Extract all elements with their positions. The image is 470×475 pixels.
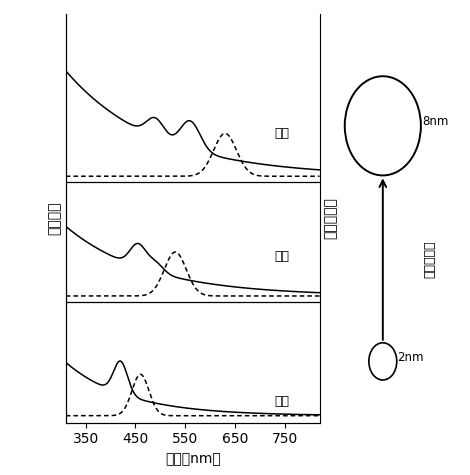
Y-axis label: 吸收强度: 吸收强度 <box>47 202 62 235</box>
Text: 绿色: 绿色 <box>275 250 290 263</box>
Text: 红色: 红色 <box>275 127 290 141</box>
Y-axis label: 激发光强度: 激发光强度 <box>324 198 338 239</box>
Text: 量子点尺寸: 量子点尺寸 <box>423 240 436 278</box>
Text: 8nm: 8nm <box>423 115 449 128</box>
X-axis label: 波长（nm）: 波长（nm） <box>165 452 220 466</box>
Text: 蓝色: 蓝色 <box>275 395 290 408</box>
Text: 2nm: 2nm <box>397 351 424 364</box>
